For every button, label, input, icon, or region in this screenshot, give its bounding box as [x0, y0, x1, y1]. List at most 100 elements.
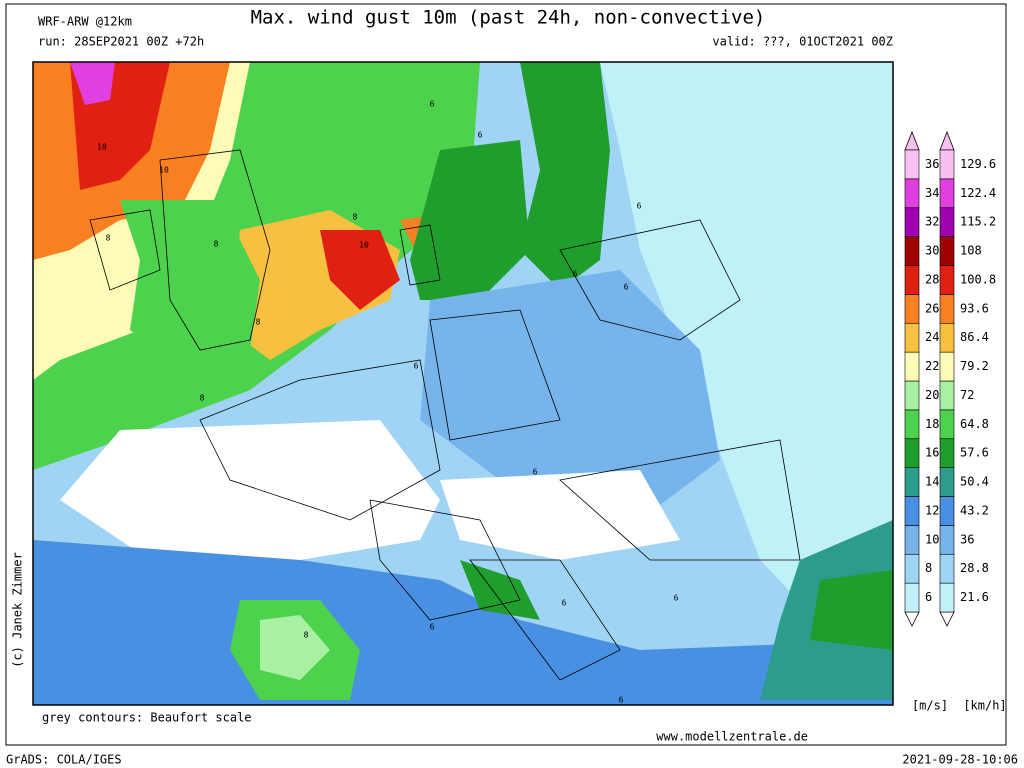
- legend-label: 108: [960, 244, 982, 258]
- legend-swatch: [939, 149, 955, 180]
- contour-label: 6: [430, 100, 435, 109]
- wind-area: [410, 140, 530, 300]
- legend-label: 115.2: [960, 215, 996, 229]
- wind-area: [460, 560, 540, 620]
- legend-swatch: [904, 582, 920, 613]
- contour-label: 10: [359, 241, 369, 250]
- legend-swatch: [939, 467, 955, 497]
- legend-swatch: [904, 265, 920, 295]
- legend-swatch: [939, 380, 955, 411]
- legend-label: 100.8: [960, 272, 996, 286]
- legend-label: 22: [925, 359, 939, 373]
- legend-label: 43.2: [960, 503, 989, 517]
- unit-ms: [m/s]: [912, 699, 948, 713]
- legend-swatch: [939, 438, 955, 468]
- wind-area: [420, 270, 720, 520]
- legend-swatch: [939, 496, 955, 526]
- contour-label: 6: [478, 131, 483, 140]
- legend-label: 79.2: [960, 359, 989, 373]
- timestamp: 2021-09-28-10:06: [902, 753, 1018, 767]
- contour-labels: 10 10 8 8 8 6 6 10 8 6 6 6 6 8 6 6 6 8 6…: [97, 100, 678, 705]
- legend-label: 28.8: [960, 561, 989, 575]
- legend-label: 129.6: [960, 157, 996, 171]
- calm-area: [60, 420, 440, 560]
- legend-label: 8: [925, 561, 932, 575]
- legend-label: 34: [925, 186, 939, 200]
- legend-swatch: [939, 265, 955, 295]
- legend-swatch: [904, 438, 920, 468]
- wind-area: [320, 230, 400, 310]
- contour-label: 8: [214, 240, 219, 249]
- model-label: WRF-ARW @12km: [38, 15, 132, 29]
- legend-swatch: [939, 409, 955, 440]
- valid-label: valid: ???, 01OCT2021 00Z: [712, 35, 893, 49]
- map-frame: [32, 61, 894, 706]
- contour-label: 10: [159, 166, 169, 175]
- legend-label: 50.4: [960, 475, 989, 489]
- wind-area: [260, 615, 330, 680]
- legend-label: 57.6: [960, 446, 989, 460]
- calm-area: [440, 470, 680, 560]
- contour-label: 8: [106, 234, 111, 243]
- legend-swatch: [904, 294, 920, 324]
- legend-swatch: [939, 582, 955, 613]
- legend-swatch: [904, 525, 920, 555]
- legend-swatch: [939, 525, 955, 555]
- legend-label: 6: [925, 590, 932, 604]
- copyright: (c) Janek Zimmer: [11, 552, 25, 668]
- legend-swatch: [939, 207, 955, 237]
- legend-label: 24: [925, 330, 939, 344]
- legend-label: 36: [960, 532, 974, 546]
- legend-swatch: [904, 553, 920, 584]
- contour-label: 8: [200, 394, 205, 403]
- outer-frame: [5, 3, 1007, 746]
- legend-label: 16: [925, 446, 939, 460]
- coastlines: [89, 149, 801, 681]
- legend-swatch: [939, 178, 955, 209]
- legend-swatch: [904, 149, 920, 180]
- map: 10 10 8 8 8 6 6 10 8 6 6 6 6 8 6 6 6 8 6…: [32, 61, 894, 706]
- wind-area: [810, 570, 893, 650]
- legend-label: 36: [925, 157, 939, 171]
- contour-note: grey contours: Beaufort scale: [42, 711, 252, 725]
- unit-kmh: [km/h]: [963, 699, 1006, 713]
- legend-swatch: [904, 409, 920, 440]
- legend-label: 72: [960, 388, 974, 402]
- legend-label: 30: [925, 244, 939, 258]
- contour-label: 6: [562, 599, 567, 608]
- legend-swatch: [904, 351, 920, 382]
- legend-swatch: [939, 236, 955, 266]
- contour-label: 6: [637, 202, 642, 211]
- contour-label: 6: [674, 594, 679, 603]
- legend-label: 28: [925, 272, 939, 286]
- contour-label: 8: [304, 631, 309, 640]
- legend-label: 26: [925, 301, 939, 315]
- legend-swatch: [904, 467, 920, 497]
- contour-label: 6: [573, 270, 578, 279]
- contour-label: 6: [414, 362, 419, 371]
- legend-swatch: [939, 553, 955, 584]
- legend-label: 14: [925, 475, 939, 489]
- legend-swatch: [904, 178, 920, 209]
- legend-swatch: [904, 207, 920, 237]
- legend-swatch: [904, 322, 920, 353]
- website: www.modellzentrale.de: [656, 730, 808, 744]
- legend-swatch: [904, 380, 920, 411]
- contour-label: 6: [624, 283, 629, 292]
- contour-label: 6: [533, 468, 538, 477]
- legend-label: 86.4: [960, 330, 989, 344]
- legend-label: 64.8: [960, 417, 989, 431]
- legend-label: 93.6: [960, 301, 989, 315]
- legend-swatch: [939, 294, 955, 324]
- legend-label: 32: [925, 215, 939, 229]
- legend-label: 20: [925, 388, 939, 402]
- legend-label: 12: [925, 503, 939, 517]
- map-title: Max. wind gust 10m (past 24h, non-convec…: [251, 7, 766, 29]
- legend-label: 21.6: [960, 590, 989, 604]
- legend-swatch: [904, 236, 920, 266]
- legend-swatch: [939, 351, 955, 382]
- legend-label: 122.4: [960, 186, 996, 200]
- legend-label: 10: [925, 532, 939, 546]
- contour-label: 10: [97, 143, 107, 152]
